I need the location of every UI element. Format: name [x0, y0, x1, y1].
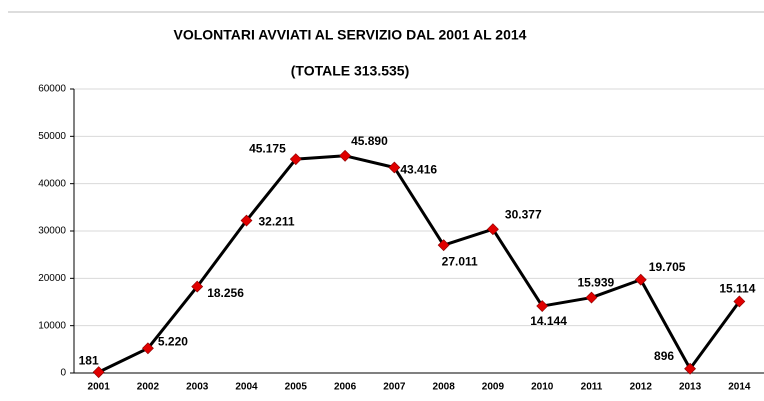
data-label: 14.144 [530, 314, 567, 328]
marker [142, 342, 154, 355]
marker [240, 214, 253, 227]
x-tick-label: 2004 [235, 382, 258, 393]
line [97, 154, 741, 374]
x-tick-label: 2014 [728, 382, 751, 393]
marker [487, 223, 499, 236]
data-label: 45.175 [249, 141, 286, 155]
chart-subtitle: (TOTALE 313.535) [291, 63, 410, 79]
data-label: 181 [79, 353, 99, 367]
marker [634, 273, 647, 286]
data-label: 19.705 [649, 260, 686, 274]
y-tick-label: 40000 [38, 178, 66, 189]
marker [388, 161, 401, 174]
marker [536, 300, 549, 312]
x-tick-label: 2010 [531, 382, 554, 393]
x-tick-label: 2012 [630, 382, 653, 393]
x-tick-label: 2005 [285, 382, 308, 393]
marker [191, 280, 204, 293]
y-tick-label: 20000 [38, 273, 66, 284]
marker [92, 366, 105, 379]
data-label: 45.890 [351, 134, 388, 148]
y-tick-label: 0 [60, 368, 66, 379]
x-tick-label: 2008 [433, 382, 456, 393]
marker [339, 149, 351, 162]
x-tick-label: 2006 [334, 382, 357, 393]
x-tick-label: 2001 [88, 382, 111, 393]
marker [684, 362, 696, 375]
y-tick-label: 60000 [38, 84, 66, 95]
x-tick-label: 2013 [679, 382, 702, 393]
data-label: 5.220 [158, 334, 188, 348]
data-label: 896 [654, 349, 674, 363]
chart-title: VOLONTARI AVVIATI AL SERVIZIO DAL 2001 A… [174, 27, 527, 43]
y-tick-label: 30000 [38, 226, 66, 237]
data-label: 27.011 [442, 254, 478, 268]
data-label: 43.416 [400, 163, 437, 177]
x-tick-label: 2002 [137, 382, 160, 393]
data-label: 18.256 [207, 286, 244, 300]
marker [437, 239, 450, 252]
x-tick-label: 2011 [581, 382, 603, 393]
data-label: 15.114 [719, 282, 755, 296]
marker [289, 153, 302, 166]
x-tick-label: 2009 [482, 382, 505, 393]
y-tick-label: 10000 [38, 320, 66, 331]
data-label: 15.939 [578, 276, 615, 290]
data-label: 30.377 [505, 207, 542, 221]
x-tick-label: 2003 [186, 382, 209, 393]
y-tick-label: 50000 [38, 131, 66, 142]
data-label: 32.211 [259, 215, 295, 229]
marker [733, 295, 746, 308]
marker [585, 291, 598, 304]
x-tick-label: 2007 [383, 382, 406, 393]
